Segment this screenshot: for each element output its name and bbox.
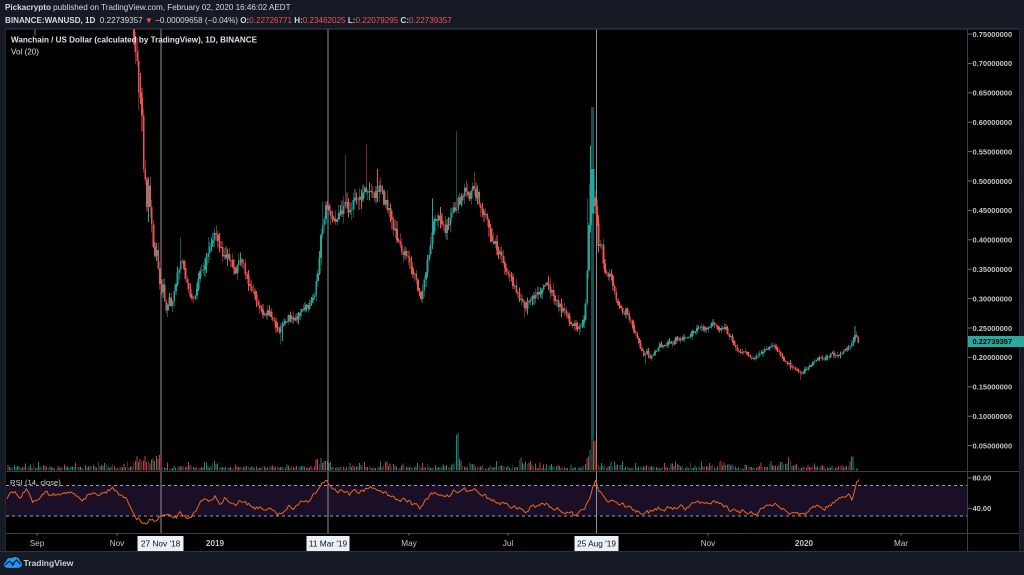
svg-text:11 Mar '19: 11 Mar '19 <box>309 539 348 549</box>
svg-text:2020: 2020 <box>795 539 814 548</box>
svg-text:0.22739357: 0.22739357 <box>973 337 1013 346</box>
svg-text:0.20000000: 0.20000000 <box>973 353 1013 362</box>
svg-text:Mar: Mar <box>894 539 908 548</box>
svg-text:Vol (20): Vol (20) <box>11 48 39 57</box>
svg-text:Nov: Nov <box>110 539 125 548</box>
svg-text:0.75000000: 0.75000000 <box>973 30 1013 39</box>
svg-text:0.70000000: 0.70000000 <box>973 59 1013 68</box>
svg-text:Nov: Nov <box>701 539 716 548</box>
svg-text:40.00: 40.00 <box>973 504 992 513</box>
svg-text:27 Nov '18: 27 Nov '18 <box>141 539 181 549</box>
svg-text:0.60000000: 0.60000000 <box>973 118 1013 127</box>
svg-text:0.10000000: 0.10000000 <box>973 412 1013 421</box>
svg-text:0.35000000: 0.35000000 <box>973 265 1013 274</box>
svg-text:0.25000000: 0.25000000 <box>973 324 1013 333</box>
svg-text:Jul: Jul <box>503 539 514 548</box>
svg-text:0.40000000: 0.40000000 <box>973 236 1013 245</box>
svg-text:0.55000000: 0.55000000 <box>973 147 1013 156</box>
svg-text:2019: 2019 <box>206 539 225 548</box>
svg-text:0.15000000: 0.15000000 <box>973 383 1013 392</box>
svg-text:RSI (14, close): RSI (14, close) <box>10 478 61 487</box>
svg-text:0.30000000: 0.30000000 <box>973 294 1013 303</box>
svg-text:80.00: 80.00 <box>973 474 992 483</box>
svg-text:0.65000000: 0.65000000 <box>973 89 1013 98</box>
svg-text:Wanchain / US Dollar (calculat: Wanchain / US Dollar (calculated by Trad… <box>11 36 258 45</box>
svg-text:0.45000000: 0.45000000 <box>973 206 1013 215</box>
svg-text:0.05000000: 0.05000000 <box>973 441 1013 450</box>
svg-text:May: May <box>401 539 417 548</box>
svg-text:Sep: Sep <box>30 539 45 548</box>
svg-text:25 Aug '19: 25 Aug '19 <box>577 539 616 549</box>
svg-text:0.50000000: 0.50000000 <box>973 177 1013 186</box>
